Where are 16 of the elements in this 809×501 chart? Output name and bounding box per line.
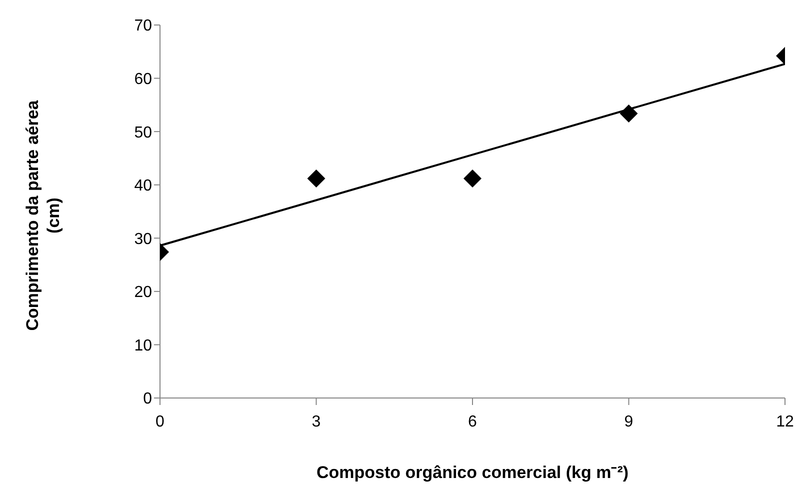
y-tick-label: 70 [134, 18, 152, 35]
y-tick-label: 10 [134, 337, 152, 354]
x-axis-title: Composto orgânico comercial (kg m⁻²) [316, 463, 629, 482]
x-tick-label: 0 [156, 413, 165, 430]
x-tick-label: 6 [468, 413, 478, 430]
y-tick-label: 50 [134, 124, 152, 142]
x-tick-label: 12 [776, 413, 794, 430]
x-tick-label: 9 [624, 413, 634, 430]
y-tick-label: 40 [134, 178, 152, 195]
y-axis-title: Comprimento da parte aérea (cm) [23, 100, 63, 331]
y-tick-label: 20 [134, 284, 152, 302]
y-tick-label: 30 [134, 230, 152, 248]
x-tick-label: 3 [312, 413, 321, 430]
y-tick-label: 60 [134, 70, 152, 88]
point [464, 169, 482, 188]
y-tick-label: 0 [143, 390, 152, 408]
